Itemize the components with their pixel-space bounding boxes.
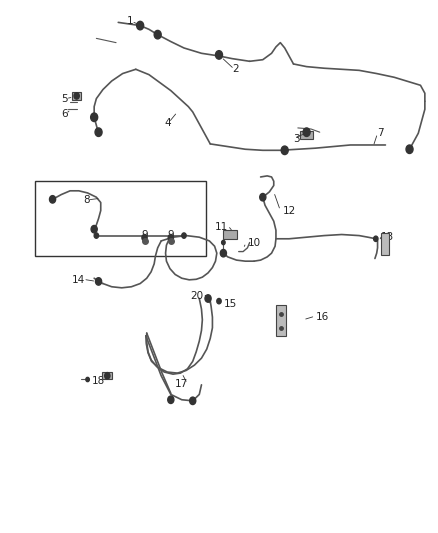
Circle shape [168, 396, 174, 403]
Text: 9: 9 [141, 230, 148, 239]
Circle shape [142, 235, 147, 241]
Bar [223, 230, 237, 239]
Bar [102, 372, 112, 379]
Circle shape [94, 233, 99, 238]
Text: 11: 11 [215, 222, 228, 231]
Circle shape [74, 93, 79, 99]
Text: 12: 12 [283, 206, 296, 215]
Text: 7: 7 [377, 128, 383, 138]
Circle shape [91, 225, 97, 233]
Bar [72, 92, 81, 100]
Circle shape [105, 373, 110, 379]
Text: 3: 3 [293, 134, 300, 143]
Circle shape [182, 233, 186, 238]
Bar [300, 131, 313, 139]
FancyBboxPatch shape [35, 181, 206, 256]
Circle shape [168, 235, 173, 241]
Circle shape [220, 249, 226, 257]
Text: 8: 8 [83, 195, 90, 205]
Text: 9: 9 [167, 230, 174, 239]
Text: 13: 13 [381, 232, 394, 242]
Circle shape [222, 240, 225, 245]
Circle shape [190, 397, 196, 405]
Text: 14: 14 [72, 275, 85, 285]
Circle shape [215, 51, 223, 59]
Bar [276, 305, 286, 336]
Text: 15: 15 [223, 299, 237, 309]
Circle shape [137, 21, 144, 30]
Text: 10: 10 [247, 238, 261, 247]
Bar [381, 233, 389, 255]
Text: 17: 17 [175, 379, 188, 389]
Circle shape [86, 377, 89, 382]
Text: 1: 1 [127, 17, 134, 26]
Circle shape [95, 128, 102, 136]
Text: 6: 6 [61, 109, 68, 119]
Circle shape [49, 196, 56, 203]
Text: 18: 18 [92, 376, 105, 386]
Circle shape [205, 295, 211, 302]
Circle shape [281, 146, 288, 155]
Text: 2: 2 [232, 64, 239, 74]
Circle shape [95, 278, 102, 285]
Text: 4: 4 [164, 118, 171, 127]
Text: 5: 5 [61, 94, 68, 103]
Circle shape [303, 128, 310, 136]
Circle shape [374, 236, 378, 241]
Circle shape [217, 298, 221, 304]
Circle shape [260, 193, 266, 201]
Text: 16: 16 [315, 312, 328, 322]
Circle shape [91, 113, 98, 122]
Circle shape [154, 30, 161, 39]
Circle shape [406, 145, 413, 154]
Text: 20: 20 [191, 291, 204, 301]
